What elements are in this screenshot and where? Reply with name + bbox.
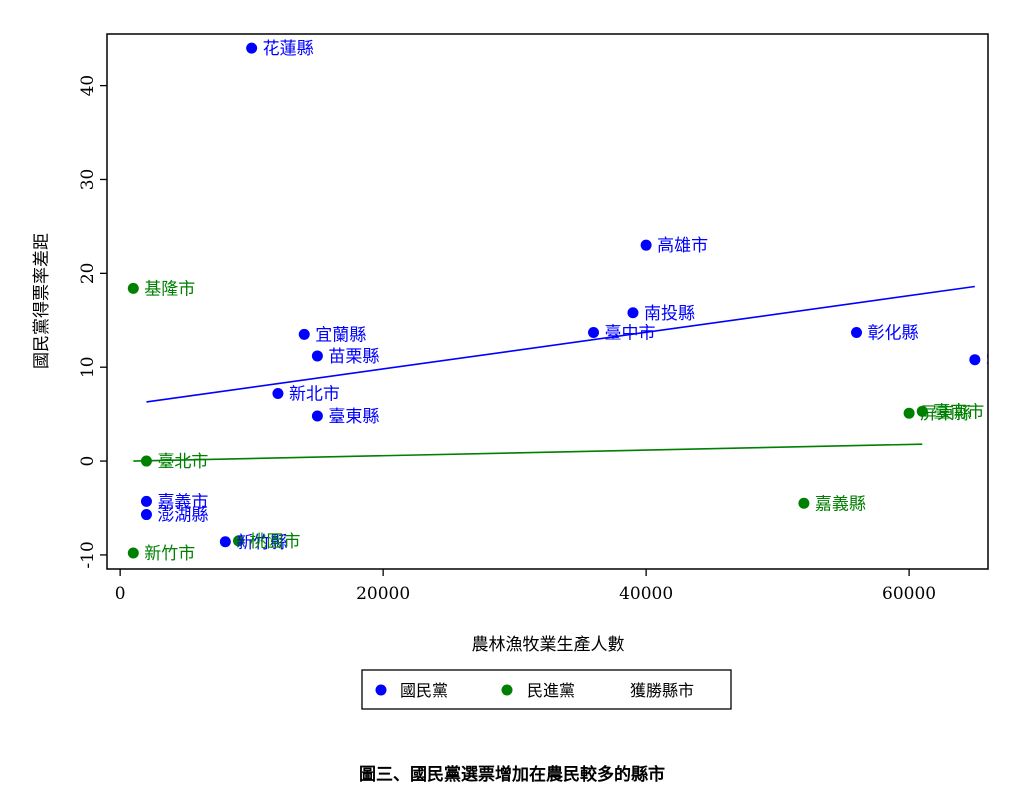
y-axis-title: 國民黨得票率差距 xyxy=(32,233,52,369)
legend-label: 國民黨 xyxy=(400,681,448,700)
point-label: 苗栗縣 xyxy=(328,347,379,367)
data-point xyxy=(246,42,258,54)
data-point xyxy=(140,495,152,507)
point-label: 花蓮縣 xyxy=(263,39,314,59)
fit-line-0 xyxy=(146,285,975,403)
data-point xyxy=(140,509,152,521)
point-label: 南投縣 xyxy=(644,304,695,324)
legend-label: 獲勝縣市 xyxy=(630,681,694,700)
point-label: 基隆市 xyxy=(144,279,195,299)
fit-line-1 xyxy=(133,443,923,462)
data-point xyxy=(916,405,928,417)
legend-marker xyxy=(501,684,513,696)
x-tick-label: 20000 xyxy=(356,584,410,604)
x-axis: 0 20000 40000 60000 xyxy=(115,569,936,604)
point-label: 臺中市 xyxy=(605,323,656,343)
point-label: 宜蘭縣 xyxy=(315,325,366,345)
point-label: 桃園市 xyxy=(249,532,300,552)
y-tick-label: 10 xyxy=(78,356,98,378)
point-label: 嘉義縣 xyxy=(815,494,866,514)
legend: 國民黨 民進黨 獲勝縣市 xyxy=(361,669,732,710)
y-tick-label: 30 xyxy=(78,169,98,191)
legend-marker xyxy=(375,684,387,696)
data-point xyxy=(298,328,310,340)
data-point xyxy=(851,326,863,338)
y-tick-label: 40 xyxy=(78,75,98,97)
point-label: 臺東縣 xyxy=(328,407,379,427)
point-label: 彰化縣 xyxy=(868,323,919,343)
plot-frame xyxy=(106,33,989,570)
data-points xyxy=(127,42,981,559)
point-label: 新竹縣 xyxy=(236,533,287,553)
data-point xyxy=(140,455,152,467)
x-axis-title: 農林漁牧業生產人數 xyxy=(472,635,625,655)
point-label: 臺南市 xyxy=(933,402,984,422)
point-label: 新北市 xyxy=(289,384,340,404)
data-point xyxy=(798,497,810,509)
point-label: 澎湖縣 xyxy=(157,506,208,526)
data-point xyxy=(627,307,639,319)
data-point xyxy=(903,407,915,419)
data-point xyxy=(640,239,652,251)
data-point xyxy=(232,535,244,547)
legend-label: 民進黨 xyxy=(527,681,575,700)
point-label: 雲林縣 xyxy=(986,351,1024,371)
data-point xyxy=(588,326,600,338)
point-label: 屏東縣 xyxy=(920,404,971,424)
point-label: 嘉義市 xyxy=(157,492,208,512)
x-tick-label: 0 xyxy=(115,584,126,604)
point-label: 新竹市 xyxy=(144,544,195,564)
data-point xyxy=(127,282,139,294)
x-tick-label: 60000 xyxy=(882,584,936,604)
point-label: 高雄市 xyxy=(657,236,708,256)
data-point xyxy=(311,350,323,362)
y-tick-label: 0 xyxy=(78,456,98,467)
data-point xyxy=(219,536,231,548)
data-point xyxy=(272,387,284,399)
y-axis: -10 0 10 20 30 40 xyxy=(78,75,107,569)
data-point xyxy=(127,547,139,559)
x-tick-label: 40000 xyxy=(619,584,673,604)
y-tick-label: 20 xyxy=(78,263,98,285)
figure-caption: 圖三、國民黨選票增加在農民較多的縣市 xyxy=(359,765,665,785)
legend-box xyxy=(361,669,732,710)
point-label: 臺北市 xyxy=(157,452,208,472)
data-point xyxy=(969,354,981,366)
data-point xyxy=(311,410,323,422)
fit-lines xyxy=(133,285,975,462)
y-tick-label: -10 xyxy=(78,541,98,568)
